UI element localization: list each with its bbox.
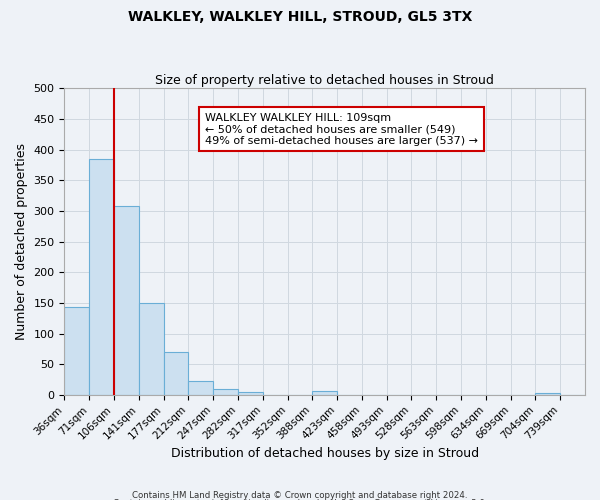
Y-axis label: Number of detached properties: Number of detached properties (15, 143, 28, 340)
Bar (114, 206, 139, 395)
Title: Size of property relative to detached houses in Stroud: Size of property relative to detached ho… (155, 74, 494, 87)
Bar (164, 352, 188, 395)
Bar (139, 304, 164, 395)
Text: WALKLEY, WALKLEY HILL, STROUD, GL5 3TX: WALKLEY, WALKLEY HILL, STROUD, GL5 3TX (128, 10, 472, 24)
Bar (188, 382, 213, 395)
Bar (535, 393, 560, 395)
Bar (89, 158, 114, 395)
Text: Contains HM Land Registry data © Crown copyright and database right 2024.: Contains HM Land Registry data © Crown c… (132, 490, 468, 500)
Bar (213, 390, 238, 395)
X-axis label: Distribution of detached houses by size in Stroud: Distribution of detached houses by size … (170, 447, 479, 460)
Text: WALKLEY WALKLEY HILL: 109sqm
← 50% of detached houses are smaller (549)
49% of s: WALKLEY WALKLEY HILL: 109sqm ← 50% of de… (205, 112, 478, 146)
Bar (313, 390, 337, 395)
Bar (238, 392, 263, 395)
Bar (64, 307, 89, 395)
